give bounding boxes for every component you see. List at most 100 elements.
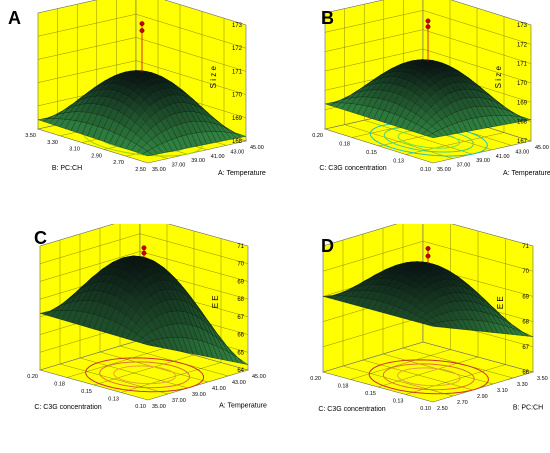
x-tick-label: 3.50 <box>25 133 36 139</box>
z-tick-label: 66 <box>522 370 529 376</box>
panel-a: A 168 169 170 171 172 173 2.50 2.70 2.90 3.10 3.30… <box>0 0 275 224</box>
y-tick-label: 45.00 <box>535 145 549 151</box>
z-tick-label: 171 <box>517 62 528 68</box>
x-axis-title: B: PC:CH <box>52 165 82 172</box>
z-tick-label: 170 <box>517 81 528 87</box>
y-tick-label: 3.30 <box>517 382 528 388</box>
y-tick-label: 41.00 <box>211 154 225 160</box>
z-tick-label: 64 <box>237 368 244 374</box>
y-tick-label: 43.00 <box>515 149 529 155</box>
surface-plot: 168 169 170 171 172 173 2.50 2.70 2.90 3.10 3.30 3.… <box>25 0 266 177</box>
y-tick-label: 41.00 <box>496 154 510 160</box>
x-axis-title: C: C3G concentration <box>319 165 386 172</box>
panel-d: D 66 67 68 69 70 71 0.10 0.13 0.15 0.18 0.20 2.50 2.… <box>275 215 550 448</box>
design-point-marker <box>139 21 145 27</box>
wall-gridline <box>324 29 424 52</box>
floor-gridline <box>66 347 168 378</box>
y-tick-label: 3.10 <box>497 388 508 394</box>
x-tick-label: 3.10 <box>69 147 80 153</box>
y-tick-label: 37.00 <box>457 163 471 169</box>
y-tick-label: 43.00 <box>230 149 244 155</box>
y-tick-label: 35.00 <box>152 167 166 173</box>
z-axis-title: E E <box>496 296 505 309</box>
panel-label: D <box>321 236 334 256</box>
x-tick-label: 0.20 <box>312 133 323 139</box>
contour-line <box>368 359 489 395</box>
x-tick-label: 0.15 <box>365 391 376 397</box>
wall-gridline <box>135 37 247 72</box>
x-tick-label: 2.90 <box>91 153 102 159</box>
wall-gridline <box>322 240 424 272</box>
contour-line <box>85 357 205 393</box>
wall-gridline <box>39 251 141 282</box>
z-tick-label: 168 <box>232 139 243 145</box>
y-tick-label: 45.00 <box>252 374 266 380</box>
contour-line <box>99 361 191 389</box>
x-tick-label: 0.18 <box>338 384 349 390</box>
y-tick-label: 43.00 <box>232 380 246 386</box>
floor-gridline <box>93 354 195 386</box>
wall-gridline <box>37 37 137 60</box>
z-tick-label: 66 <box>237 333 244 339</box>
x-tick-label: 0.10 <box>420 167 431 173</box>
surface-cell <box>142 341 154 347</box>
z-tick-label: 169 <box>232 116 243 122</box>
design-point-marker <box>141 250 147 256</box>
z-tick-label: 67 <box>237 315 244 321</box>
z-tick-label: 170 <box>232 93 243 99</box>
wall-gridline <box>39 233 141 264</box>
z-tick-label: 68 <box>522 320 529 326</box>
z-tick-label: 68 <box>237 297 244 303</box>
y-tick-label: 39.00 <box>192 392 206 398</box>
design-point-marker <box>139 28 145 34</box>
design-point-marker <box>141 245 147 251</box>
design-point-marker <box>425 246 431 251</box>
y-tick-label: 2.50 <box>437 406 448 412</box>
y-axis-title: A: Temperature <box>219 403 267 410</box>
wall-gridline <box>322 316 424 348</box>
panel-label: B <box>321 8 334 28</box>
surface-cell <box>426 323 439 328</box>
x-tick-label: 0.18 <box>54 382 65 388</box>
floor-gridline <box>342 365 454 397</box>
panel-label: A <box>8 8 21 28</box>
z-tick-label: 69 <box>237 279 244 285</box>
x-tick-label: 0.20 <box>27 374 38 380</box>
design-point-marker <box>425 253 431 259</box>
y-tick-label: 41.00 <box>212 386 226 392</box>
wall-gridline <box>37 60 137 83</box>
surface-cell <box>142 151 154 157</box>
z-tick-label: 173 <box>232 23 243 29</box>
y-tick-label: 39.00 <box>476 158 490 164</box>
z-tick-label: 70 <box>522 269 529 275</box>
panel-b: B 167 168 169 170 171 172 173 0.10 0.13 0.15 0.18 0… <box>275 0 550 224</box>
panel-label: C <box>34 228 47 248</box>
y-tick-label: 2.90 <box>477 394 488 400</box>
wall-gridline <box>37 13 137 37</box>
y-axis-title: A: Temperature <box>218 170 266 177</box>
design-point-marker <box>425 18 431 24</box>
z-tick-label: 69 <box>522 294 529 300</box>
z-tick-label: 172 <box>517 42 528 48</box>
z-axis-title: E E <box>211 295 220 308</box>
x-tick-label: 0.10 <box>420 406 431 412</box>
z-tick-label: 71 <box>237 244 244 250</box>
y-tick-label: 37.00 <box>172 163 186 169</box>
z-tick-label: 172 <box>232 46 243 52</box>
surface-plot: 167 168 169 170 171 172 173 0.10 0.13 0.15 0.18 0.2… <box>312 0 550 177</box>
x-tick-label: 3.30 <box>47 140 58 146</box>
panel-c: C 64 65 66 67 68 69 70 71 0.10 0.13 0.15 0.18 0.20 35… <box>0 215 275 448</box>
x-axis-title: C: C3G concentration <box>318 406 385 413</box>
floor-gridline <box>350 349 451 380</box>
x-tick-label: 0.13 <box>393 399 404 405</box>
z-axis-title: S i z e <box>209 66 218 89</box>
contour-line <box>397 367 461 387</box>
x-tick-label: 2.50 <box>135 167 146 173</box>
wall-gridline <box>324 10 424 33</box>
wall-gridline <box>135 13 247 49</box>
x-tick-label: 0.10 <box>135 404 146 410</box>
floor-gridline <box>377 356 479 388</box>
contour-line <box>113 365 177 385</box>
z-tick-label: 169 <box>517 100 528 106</box>
y-tick-label: 3.50 <box>537 376 548 382</box>
